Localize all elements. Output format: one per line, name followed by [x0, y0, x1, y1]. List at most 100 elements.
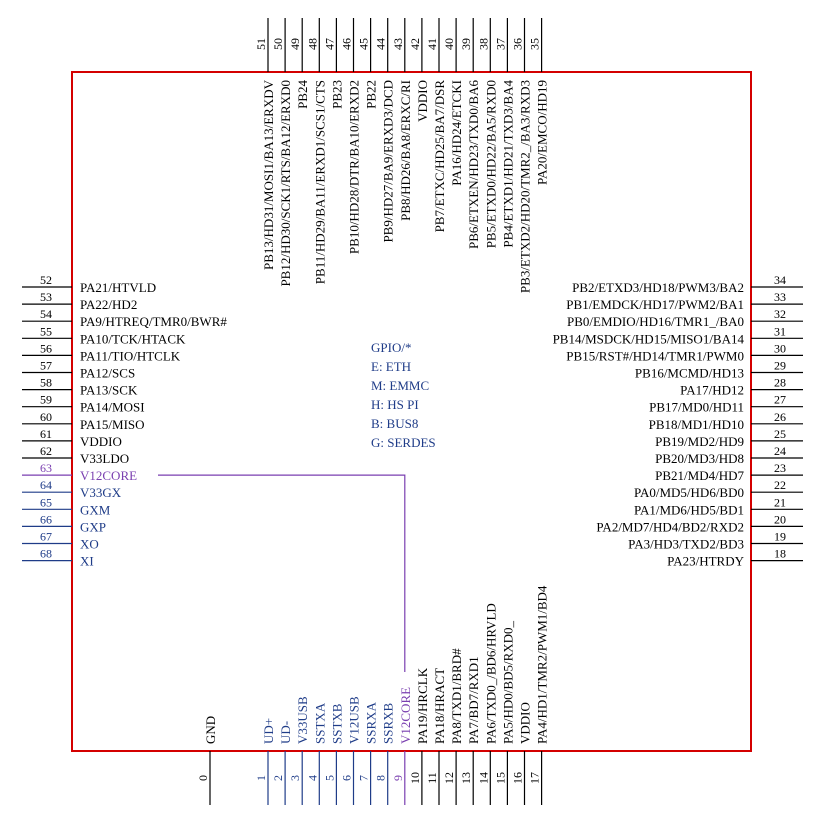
pin-label: UD+: [261, 718, 276, 744]
pin-label: PB24: [295, 80, 310, 109]
pin-label: SSTXA: [312, 702, 327, 744]
pin-number: 45: [357, 38, 371, 50]
pin-number: 23: [774, 461, 786, 475]
legend-line: B: BUS8: [371, 416, 418, 431]
pin-label: PB1/EMDCK/HD17/PWM2/BA1: [566, 297, 744, 312]
pin-number: 59: [40, 393, 52, 407]
pin-label: UD-: [278, 721, 293, 744]
legend-line: H: HS PI: [371, 397, 419, 412]
pin-label: PA22/HD2: [80, 297, 137, 312]
pin-number: 53: [40, 290, 52, 304]
pin-number: 46: [340, 38, 354, 50]
pin-label: PA17/HD12: [680, 383, 744, 398]
pin-label: PB22: [364, 80, 379, 109]
pin-number: 2: [271, 775, 285, 781]
pin-function-legend: GPIO/* E: ETH M: EMMC H: HS PI B: BUS8 G: SER…: [371, 340, 436, 450]
pin-number: 20: [774, 512, 786, 526]
pin-number: 34: [774, 273, 786, 287]
pin-number: 67: [40, 530, 52, 544]
pin-label: VDDIO: [415, 80, 430, 122]
pin-number: 11: [425, 772, 439, 784]
pin-label: PA2/MD7/HD4/BD2/RXD2: [596, 519, 744, 534]
pin-label: PB17/MD0/HD11: [649, 400, 744, 415]
pin-number: 51: [254, 38, 268, 50]
pin-label: PB15/RST#/HD14/TMR1/PWM0: [566, 348, 744, 363]
pin-number: 14: [476, 772, 490, 784]
pin-label: GXM: [80, 502, 111, 517]
pin-number: 0: [196, 775, 210, 781]
pin-label: PB18/MD1/HD10: [649, 417, 744, 432]
pin-number: 8: [374, 775, 388, 781]
pin-label: PA11/TIO/HTCLK: [80, 348, 181, 363]
pin-number: 57: [40, 359, 52, 373]
pin-number: 25: [774, 427, 786, 441]
pin-label: VDDIO: [80, 434, 122, 449]
pin-label: PB4/ETXD1/HD21/TXD3/BA4: [500, 80, 515, 248]
pin-label: PB6/ETXEN/HD23/TXD0/BA6: [466, 80, 481, 250]
pin-label: VDDIO: [518, 702, 533, 744]
pin-number: 26: [774, 410, 786, 424]
pin-number: 1: [254, 775, 268, 781]
pin-label: V33USB: [295, 696, 310, 744]
pin-number: 43: [391, 38, 405, 50]
pin-number: 24: [774, 444, 786, 458]
pin-label: PB23: [329, 80, 344, 109]
pin-number: 27: [774, 393, 786, 407]
pin-label: PB20/MD3/HD8: [655, 451, 744, 466]
pin-label: PB10/HD28/DTR/BA10/ERXD2: [347, 80, 362, 254]
pin-number: 31: [774, 324, 786, 338]
pin-number: 29: [774, 359, 786, 373]
pin-number: 4: [305, 775, 319, 781]
pin-number: 17: [528, 772, 542, 784]
pin-label: PA10/TCK/HTACK: [80, 331, 186, 346]
pin-label: PB7/ETXC/HD25/BA7/DSR: [432, 80, 447, 233]
pin-label: PA3/HD3/TXD2/BD3: [628, 537, 744, 552]
pin-number: 39: [459, 38, 473, 50]
pin-label: PA15/MISO: [80, 417, 145, 432]
pin-number: 44: [374, 38, 388, 50]
pin-label: V12CORE: [80, 468, 137, 483]
pin-label: PA16/HD24/ETCKI: [449, 80, 464, 186]
pin-number: 55: [40, 324, 52, 338]
pin-label: PA7/BD7/RXD1: [466, 656, 481, 744]
pin-number: 30: [774, 341, 786, 355]
pin-number: 52: [40, 273, 52, 287]
pin-label: PB19/MD2/HD9: [655, 434, 744, 449]
chip-body: [71, 71, 752, 752]
pin-number: 13: [459, 772, 473, 784]
pin-number: 62: [40, 444, 52, 458]
pin-label: PB0/EMDIO/HD16/TMR1_/BA0: [567, 314, 744, 329]
pin-label: PA6/TXD0_/BD6/HRVLD: [483, 603, 498, 744]
pin-label: PA23/HTRDY: [667, 554, 744, 569]
pin-label: PB8/HD26/BA8/ERXC/RI: [398, 80, 413, 221]
pin-number: 48: [305, 38, 319, 50]
pin-number: 61: [40, 427, 52, 441]
pin-label: PA5/HD0/BD5/RXD0_: [500, 620, 515, 744]
pin-number: 54: [40, 307, 52, 321]
pin-label: PA14/MOSI: [80, 400, 145, 415]
pin-number: 56: [40, 341, 52, 355]
legend-line: G: SERDES: [371, 435, 436, 450]
pin-label: PB11/HD29/BA11/ERXD1/SCS1/CTS: [312, 80, 327, 284]
pin-number: 16: [511, 772, 525, 784]
pin-number: 19: [774, 530, 786, 544]
pin-number: 28: [774, 376, 786, 390]
pin-label: PA21/HTVLD: [80, 280, 156, 295]
pin-label: SSRXA: [364, 701, 379, 744]
pin-number: 65: [40, 495, 52, 509]
pin-label: V12CORE: [398, 687, 413, 744]
pin-label: XI: [80, 554, 94, 569]
pin-number: 12: [442, 772, 456, 784]
legend-line: E: ETH: [371, 359, 411, 374]
pin-number: 33: [774, 290, 786, 304]
pin-label: SSRXB: [381, 702, 396, 744]
pin-label: PA19/HRCLK: [415, 667, 430, 744]
v12core-internal-trace: [158, 474, 406, 672]
pin-number: 49: [288, 38, 302, 50]
pin-number: 9: [391, 775, 405, 781]
pin-label: V33GX: [80, 485, 122, 500]
pin-label: PA20/EMCO/HD19: [535, 80, 550, 185]
pin-label: PB2/ETXD3/HD18/PWM3/BA2: [572, 280, 744, 295]
pin-number: 7: [357, 775, 371, 781]
pin-label: V12USB: [347, 696, 362, 744]
